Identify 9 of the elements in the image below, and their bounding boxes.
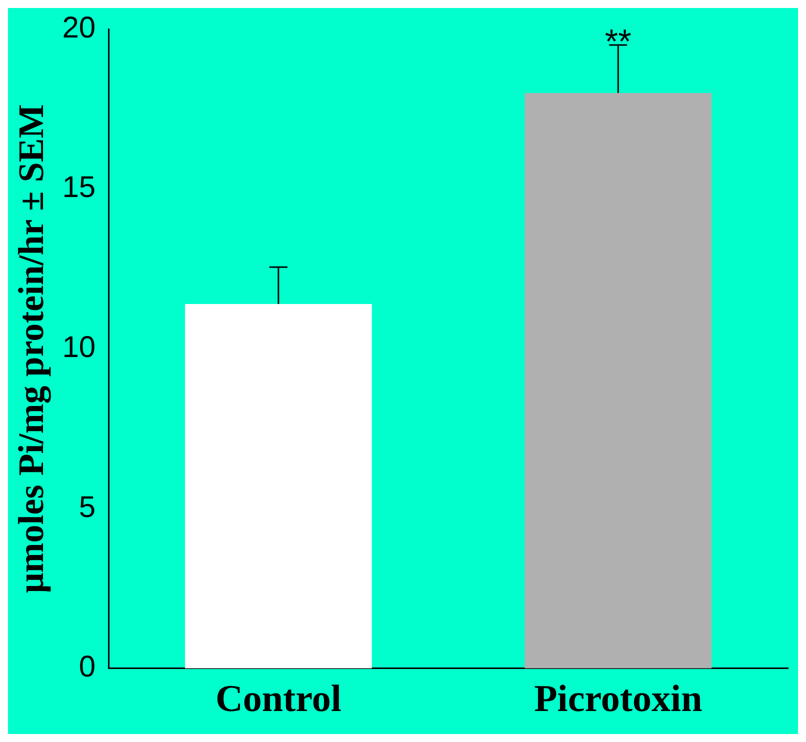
y-tick-label: 5 [78,490,96,524]
y-tick-label: 0 [78,650,96,684]
y-tick-label: 20 [62,11,96,44]
y-tick-label: 10 [62,330,96,364]
annotation: ** [604,22,632,61]
y-tick-label: 15 [62,171,96,204]
x-tick-label: Control [215,678,342,720]
x-tick-label: Picrotoxin [534,678,702,720]
y-axis-title: μmoles Pi/mg protein/hr ± SEM [10,104,51,594]
